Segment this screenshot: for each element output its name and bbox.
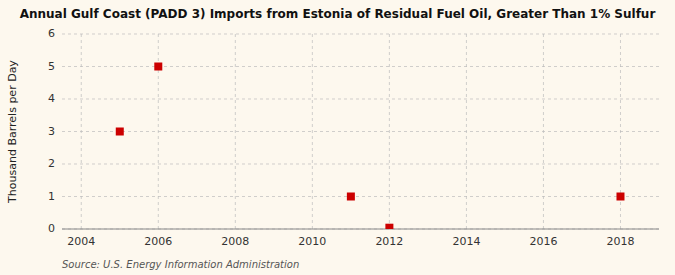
x-grid-line [466,34,467,229]
y-tick-label: 4 [48,92,55,105]
background [0,0,675,275]
y-grid-line [62,34,659,35]
y-grid-line [62,99,659,100]
x-tick-label: 2014 [452,235,480,248]
grid [62,34,659,229]
y-tick-label: 0 [48,222,55,235]
x-tick-label: 2008 [221,235,249,248]
x-tick-label: 2006 [144,235,172,248]
chart-container: 0 1 2 3 4 5 6 2004 2006 2008 2010 2012 2014 2016 2018 T… [0,0,675,275]
x-grid-line [235,34,236,229]
point [385,224,393,229]
point [154,63,162,71]
x-grid-line [543,34,544,229]
x-tick-label: 2012 [375,235,403,248]
x-grid-line [312,34,313,229]
x-tick-label: 2010 [298,235,326,248]
y-tick-label: 5 [48,60,55,73]
x-tick-label: 2018 [606,235,634,248]
title: Annual Gulf Coast (PADD 3) Imports from … [20,7,656,21]
y-tick-label: 2 [48,157,55,170]
x-grid-line [389,34,390,229]
y-tick-label: 6 [48,27,55,40]
x-tick-label: 2004 [67,235,95,248]
x-grid-line [81,34,82,229]
y-grid-line [62,66,659,67]
point [347,193,355,201]
y-grid-line [62,164,659,165]
y-tick-label: 3 [48,125,55,138]
x-axis-line [62,229,659,230]
point [616,193,624,201]
y-grid-line [62,131,659,132]
axes: 0 1 2 3 4 5 6 2004 2006 2008 2010 2012 2014 2016 2018 [48,27,659,248]
source: Source: U.S. Energy Information Administ… [62,259,299,270]
chart-svg: 0 1 2 3 4 5 6 2004 2006 2008 2010 2012 2014 2016 2018 T… [0,0,675,275]
y-grid-line [62,229,659,230]
y-tick-label: 1 [48,190,55,203]
points [116,63,625,230]
y-axis-label: Thousand Barrels per Day [6,60,19,204]
y-grid-line [62,196,659,197]
point [116,128,124,136]
x-tick-label: 2016 [529,235,557,248]
